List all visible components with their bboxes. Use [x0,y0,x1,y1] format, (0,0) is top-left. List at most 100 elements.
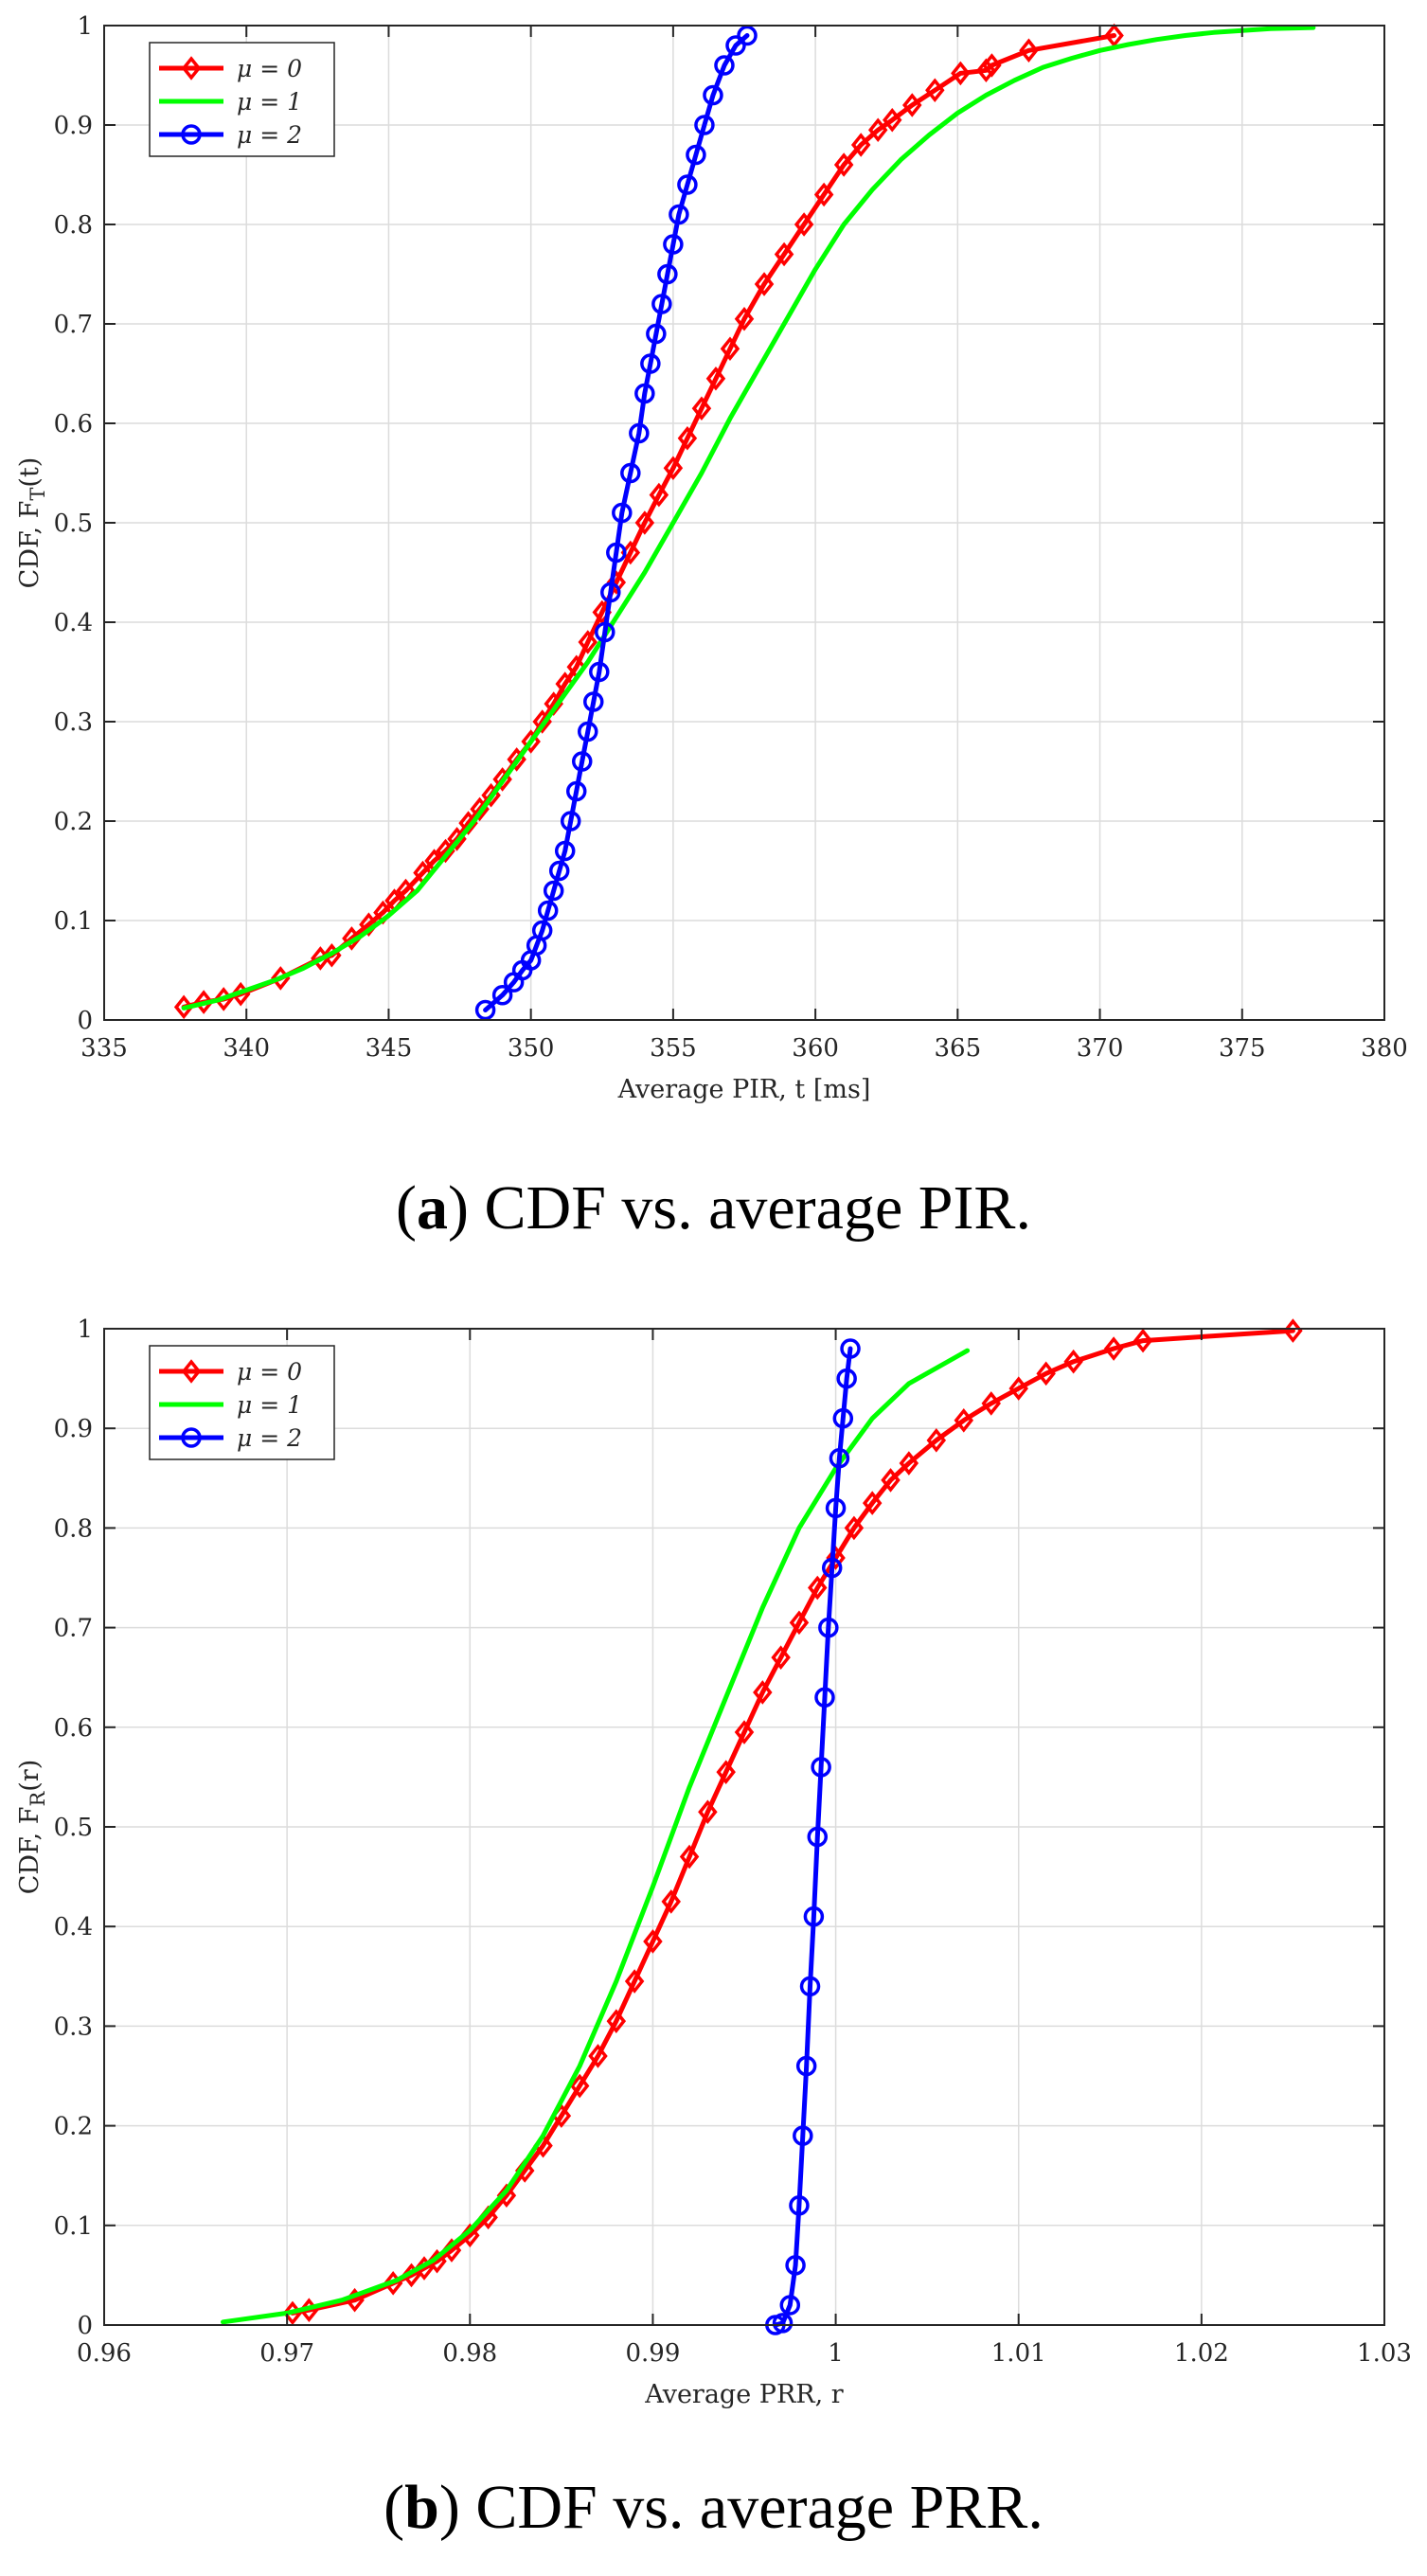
chart-b-series-0-marker-38 [1063,1349,1083,1374]
chart-b-series-2-marker-6 [795,2055,817,2077]
chart-a-ytick-label-8: 0.8 [54,211,93,240]
chart-a-series-0-marker-41 [813,182,834,207]
chart-b-xtick-label-4: 1 [828,2339,844,2368]
chart-b-ylabel-tail: (r) [15,1760,45,1792]
chart-b-series-2-marker-7 [799,1976,821,1997]
chart-a-series-2-marker-0 [474,999,496,1021]
caption-a-open: ( [396,1173,418,1243]
chart-a-xtick-label-9: 380 [1361,1034,1408,1063]
chart-a-series-0-marker-52 [1104,23,1124,48]
chart-b-series-2-marker-4 [789,2195,810,2216]
chart-b-series-2-marker-15 [829,1448,850,1469]
chart-a-series-2-marker-30 [677,174,698,195]
chart-a-xtick-label-2: 345 [366,1034,413,1063]
caption-b-text: CDF vs. average PRR. [459,2473,1043,2542]
chart-a-series-2-marker-16 [589,661,610,683]
chart-b-series-0-marker-41 [1283,1318,1303,1343]
chart-a-ytick-label-6: 0.6 [54,410,93,438]
chart-b-series-0-marker-33 [926,1428,947,1453]
caption-b-open: ( [384,2473,405,2542]
chart-a-series-2-marker-14 [578,721,598,742]
chart-a-series-0-marker-35 [705,366,726,391]
chart-a-ylabel-main: CDF, F [15,501,45,589]
chart-a-series-2-marker-17 [595,621,615,643]
caption-a-text: CDF vs. average PIR. [469,1173,1031,1243]
chart-b-xtick-label-5: 1.01 [991,2339,1046,2368]
chart-a-series-2-marker-26 [651,294,672,314]
caption-a-label: a [417,1173,449,1243]
chart-a-ytick-label-9: 0.9 [54,112,93,140]
chart-a-series-0-marker-1 [193,990,214,1014]
chart-a-series-2-marker-1 [491,985,513,1006]
chart-a-series-0-marker-48 [951,61,971,86]
chart-b-series-2-marker-1 [772,2313,794,2334]
chart-b-series-0-marker-10 [496,2183,517,2209]
chart-b-series-0-marker-19 [661,1889,681,1914]
chart-a-series-0-marker-8 [359,912,379,938]
chart-a-series-0-marker-44 [867,117,888,143]
chart-b-xtick-label-2: 0.98 [442,2339,497,2368]
chart-a-legend-label-2: μ = 2 [237,121,302,149]
chart-b-series-0-marker-32 [899,1451,919,1476]
chart-a-series-2-marker-24 [640,353,661,374]
chart-b-series-0-marker-16 [606,2009,627,2033]
chart-b-series-2-marker-11 [814,1687,835,1708]
chart-b-series-2-marker-8 [803,1905,825,1927]
chart-a: 335 340 345 350 355 360 365 370 375 380 0 0.1 0.2 0.3… [15,12,1408,1104]
caption-b-close: ) [438,2473,460,2542]
chart-a-series-0-marker-51 [1019,38,1039,63]
chart-a-series-2-marker-34 [714,55,735,76]
chart-b-series-2-marker-9 [807,1826,829,1848]
chart-b-ylabel: CDF, FR(r) [15,1760,49,1895]
chart-b-ytick-label-4: 0.4 [54,1913,93,1941]
chart-b-series-0-marker-14 [569,2073,590,2099]
chart-a-ytick-label-2: 0.2 [54,808,93,836]
chart-a-series-0-marker-38 [754,272,775,296]
chart-b-ytick-label-2: 0.2 [54,2113,93,2141]
chart-a-series-2-line [483,33,750,1012]
chart-a-series-2-marker-31 [686,144,706,166]
chart-b-ylabel-main: CDF, F [15,1807,45,1895]
chart-a-series-0-marker-45 [882,107,902,133]
caption-a-close: ) [448,1173,470,1243]
chart-a-series-2-marker-11 [560,811,581,832]
caption-a: (a) CDF vs. average PIR. [0,1172,1427,1244]
chart-a-ylabel-tail: (t) [15,457,45,488]
chart-a-series-2-marker-19 [606,542,627,564]
chart-a-xlabel: Average PIR, t [ms] [617,1075,871,1104]
chart-a-ytick-label-0: 0 [77,1007,93,1035]
chart-b-series-0-marker-26 [789,1610,810,1636]
chart-a-ytick-label-7: 0.7 [54,311,93,339]
chart-b-series-0-marker-15 [588,2044,608,2068]
chart-b-series-0-marker-39 [1103,1336,1124,1361]
chart-b-series-0-marker-25 [771,1645,791,1670]
chart-b-series-0-marker-21 [698,1799,718,1825]
chart-a-series-0-marker-49 [976,58,996,83]
chart-a-series-2-marker-23 [634,383,655,404]
chart-a-xtick-label-8: 375 [1219,1034,1266,1063]
chart-b-series-2-marker-12 [818,1617,839,1638]
chart-a-series-0-marker-42 [833,152,854,177]
chart-a-ytick-label-1: 0.1 [54,907,93,936]
chart-a-ylabel-sub: T [27,488,49,501]
chart-a-ytick-label-4: 0.4 [54,609,93,637]
chart-a-series-2-marker-8 [543,880,564,902]
chart-a-series-0-marker-0 [173,994,194,1020]
chart-b-ylabel-sub: R [27,1791,49,1807]
chart-b-series-0-marker-20 [679,1844,700,1869]
chart-a-series-2-marker-25 [646,323,667,345]
chart-a-xtick-label-7: 370 [1077,1034,1124,1063]
chart-a-xtick-label-0: 335 [80,1034,128,1063]
chart-a-series-2-marker-13 [571,751,593,772]
chart-b-ytick-label-10: 1 [77,1315,93,1344]
chart-b-ytick-label-7: 0.7 [54,1615,93,1643]
chart-b-ytick-label-1: 0.1 [54,2212,93,2241]
chart-b-ytick-label-3: 0.3 [54,2012,93,2041]
chart-b-series-0-marker-35 [981,1391,1001,1416]
chart-b-xtick-label-7: 1.03 [1357,2339,1412,2368]
chart-b-series-0-marker-6 [427,2248,447,2274]
chart-a-series-2-marker-15 [583,691,604,712]
chart-a-series-0-marker-33 [677,425,698,451]
chart-b-series-0-marker-17 [624,1969,645,1994]
